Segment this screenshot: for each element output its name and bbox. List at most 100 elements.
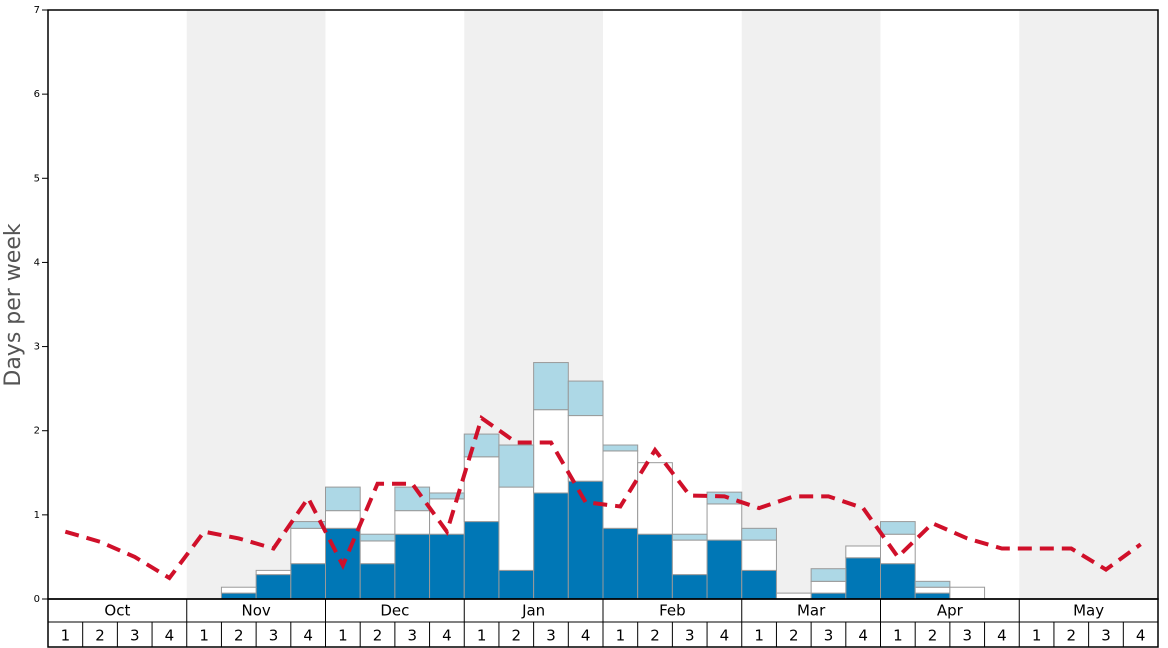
month-label: Jan xyxy=(521,602,545,620)
bar-segment xyxy=(394,510,431,535)
week-label: 4 xyxy=(1136,627,1146,645)
bar-segment xyxy=(255,574,292,600)
bar-segment xyxy=(498,569,535,600)
bar-segment xyxy=(880,521,916,535)
month-band xyxy=(186,10,326,599)
bar-segment xyxy=(880,563,916,600)
bar-segment xyxy=(602,444,639,452)
y-axis-label: Days per week xyxy=(1,223,26,386)
week-label: 3 xyxy=(962,627,972,645)
bar-segment xyxy=(602,527,639,600)
bar-segment xyxy=(325,510,361,529)
month-label: May xyxy=(1073,602,1104,620)
y-tick-label: 0 xyxy=(34,594,40,605)
bar-segment xyxy=(290,563,326,600)
week-label: 3 xyxy=(546,627,556,645)
bar-segment xyxy=(463,521,500,600)
bar-segment xyxy=(220,592,257,600)
bar-segment xyxy=(533,492,569,600)
bar-segment xyxy=(914,586,951,594)
week-label: 2 xyxy=(234,627,244,645)
week-label: 2 xyxy=(95,627,105,645)
bar-segment xyxy=(220,586,257,594)
week-label: 3 xyxy=(130,627,140,645)
week-label: 1 xyxy=(477,627,487,645)
week-label: 2 xyxy=(1067,627,1077,645)
bar-segment xyxy=(671,539,708,576)
y-tick-label: 4 xyxy=(34,257,40,268)
bar-segment xyxy=(706,539,743,600)
y-tick-label: 2 xyxy=(34,426,40,437)
bar-segment xyxy=(741,539,777,571)
bar-segment xyxy=(914,580,951,588)
bar-segment xyxy=(394,486,431,512)
y-tick-label: 1 xyxy=(34,510,40,521)
month-band xyxy=(741,10,881,599)
week-label: 4 xyxy=(165,627,175,645)
bar-segment xyxy=(671,533,708,541)
bar-segment xyxy=(533,362,569,411)
bar-segment xyxy=(741,569,777,600)
week-label: 1 xyxy=(754,627,764,645)
week-label: 2 xyxy=(373,627,383,645)
bar-segment xyxy=(498,444,535,488)
week-label: 2 xyxy=(650,627,660,645)
week-label: 4 xyxy=(442,627,452,645)
week-label: 4 xyxy=(581,627,591,645)
bar-segment xyxy=(429,492,465,500)
bar-segment xyxy=(810,592,847,600)
bar-segment xyxy=(359,563,396,600)
week-label: 1 xyxy=(616,627,626,645)
bar-segment xyxy=(706,503,743,541)
y-tick-label: 3 xyxy=(34,342,40,353)
week-label: 2 xyxy=(928,627,938,645)
y-tick-label: 5 xyxy=(34,173,40,184)
bar-segment xyxy=(671,574,708,600)
trend-line xyxy=(64,414,1142,581)
week-label: 3 xyxy=(407,627,417,645)
week-label: 3 xyxy=(685,627,695,645)
week-label: 2 xyxy=(789,627,799,645)
bar-segment xyxy=(567,380,604,417)
week-label: 1 xyxy=(1032,627,1042,645)
bar-segment xyxy=(741,527,777,541)
bar-segment xyxy=(845,557,881,600)
month-label: Feb xyxy=(659,602,686,620)
bar-segment xyxy=(880,533,916,565)
bar-segment xyxy=(359,533,396,542)
month-label: Apr xyxy=(937,602,964,620)
week-label: 1 xyxy=(199,627,209,645)
bar-segment xyxy=(498,486,535,571)
bar-segment xyxy=(810,580,847,594)
bar-segment xyxy=(429,533,465,600)
bar-segment xyxy=(637,533,673,600)
month-band xyxy=(1019,10,1158,599)
month-label: Mar xyxy=(797,602,826,620)
bar-segment xyxy=(914,592,951,600)
bar-segment xyxy=(845,545,881,559)
y-tick-label: 6 xyxy=(34,89,40,100)
bar-segment xyxy=(394,533,431,600)
bar-segment xyxy=(359,540,396,565)
bar-segment xyxy=(567,415,604,482)
week-label: 3 xyxy=(269,627,279,645)
y-tick-label: 7 xyxy=(34,5,40,16)
week-label: 3 xyxy=(1101,627,1111,645)
week-label: 2 xyxy=(512,627,522,645)
week-label: 3 xyxy=(824,627,834,645)
bar-segment xyxy=(775,592,812,600)
bar-segment xyxy=(637,462,673,535)
bar-segment xyxy=(810,568,847,582)
bar-segment xyxy=(533,409,569,494)
week-label: 4 xyxy=(720,627,730,645)
month-label: Nov xyxy=(241,602,270,620)
week-label: 4 xyxy=(997,627,1007,645)
bar-segment xyxy=(463,456,500,523)
bar-segment xyxy=(290,527,326,565)
week-label: 1 xyxy=(338,627,348,645)
bar-segment xyxy=(325,486,361,512)
week-label: 4 xyxy=(303,627,313,645)
week-label: 1 xyxy=(893,627,903,645)
month-label: Dec xyxy=(380,602,409,620)
